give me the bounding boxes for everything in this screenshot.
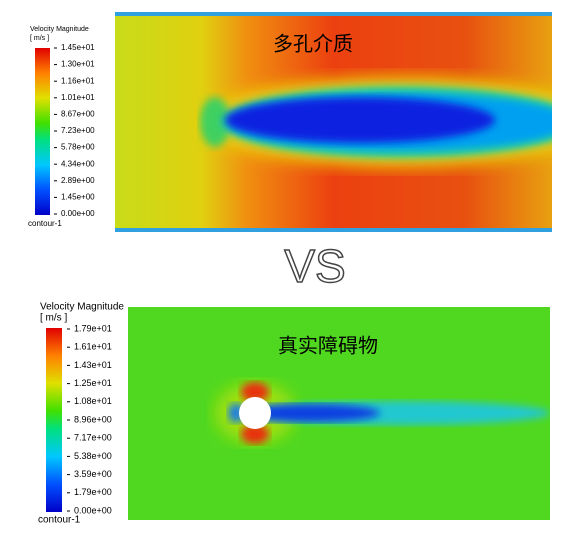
- porous-contour: [115, 12, 552, 232]
- legend-tick-label: 1.01e+01: [61, 93, 95, 102]
- legend-tick-label: 3.59e+00: [74, 469, 112, 479]
- legend-tick-label: 1.08e+01: [74, 396, 112, 406]
- legend-tick-label: 1.61e+01: [74, 342, 112, 352]
- separator: VS: [284, 240, 345, 292]
- legend-tick-label: 5.38e+00: [74, 451, 112, 461]
- legend-tick-label: 1.43e+01: [74, 360, 112, 370]
- legend-tick-label: 7.23e+00: [61, 126, 95, 135]
- wake-core: [240, 404, 380, 422]
- legend-tick-label: 0.00e+00: [61, 209, 95, 218]
- legend-footer: contour-1: [38, 515, 81, 526]
- legend-unit: [ m/s ]: [40, 313, 67, 324]
- legend-tick-label: 1.45e+01: [61, 43, 95, 52]
- colorbar: [35, 48, 50, 215]
- legend-tick-label: 1.30e+01: [61, 60, 95, 69]
- wall: [115, 228, 552, 232]
- legend-unit: [ m/s ]: [30, 35, 49, 42]
- legend-title: Velocity Magnitude: [40, 302, 124, 313]
- panel-label: 多孔介质: [273, 32, 353, 55]
- colorbar: [46, 328, 62, 512]
- legend-tick-label: 8.67e+00: [61, 110, 95, 119]
- legend-tick-label: 8.96e+00: [74, 414, 112, 424]
- wall: [115, 12, 552, 16]
- legend-tick-label: 5.78e+00: [61, 143, 95, 152]
- legend-footer: contour-1: [28, 219, 62, 228]
- high-lobe: [241, 382, 269, 402]
- high-lobe: [241, 424, 269, 444]
- legend-tick-label: 1.79e+00: [74, 487, 112, 497]
- legend-title: Velocity Magnitude: [30, 26, 89, 33]
- legend-tick-label: 1.79e+01: [74, 323, 112, 333]
- obstacle: [239, 397, 271, 429]
- panel-label: 真实障碍物: [278, 334, 378, 357]
- legend-tick-label: 1.45e+00: [61, 193, 95, 202]
- legend-tick-label: 1.16e+01: [61, 76, 95, 85]
- wake-core: [225, 97, 495, 143]
- legend-tick-label: 1.25e+01: [74, 378, 112, 388]
- legend-tick-label: 2.89e+00: [61, 176, 95, 185]
- obstacle-contour: [128, 307, 550, 520]
- legend-tick-label: 0.00e+00: [74, 505, 112, 515]
- stagnation: [200, 97, 230, 147]
- legend-tick-label: 4.34e+00: [61, 159, 95, 168]
- legend-tick-label: 7.17e+00: [74, 433, 112, 443]
